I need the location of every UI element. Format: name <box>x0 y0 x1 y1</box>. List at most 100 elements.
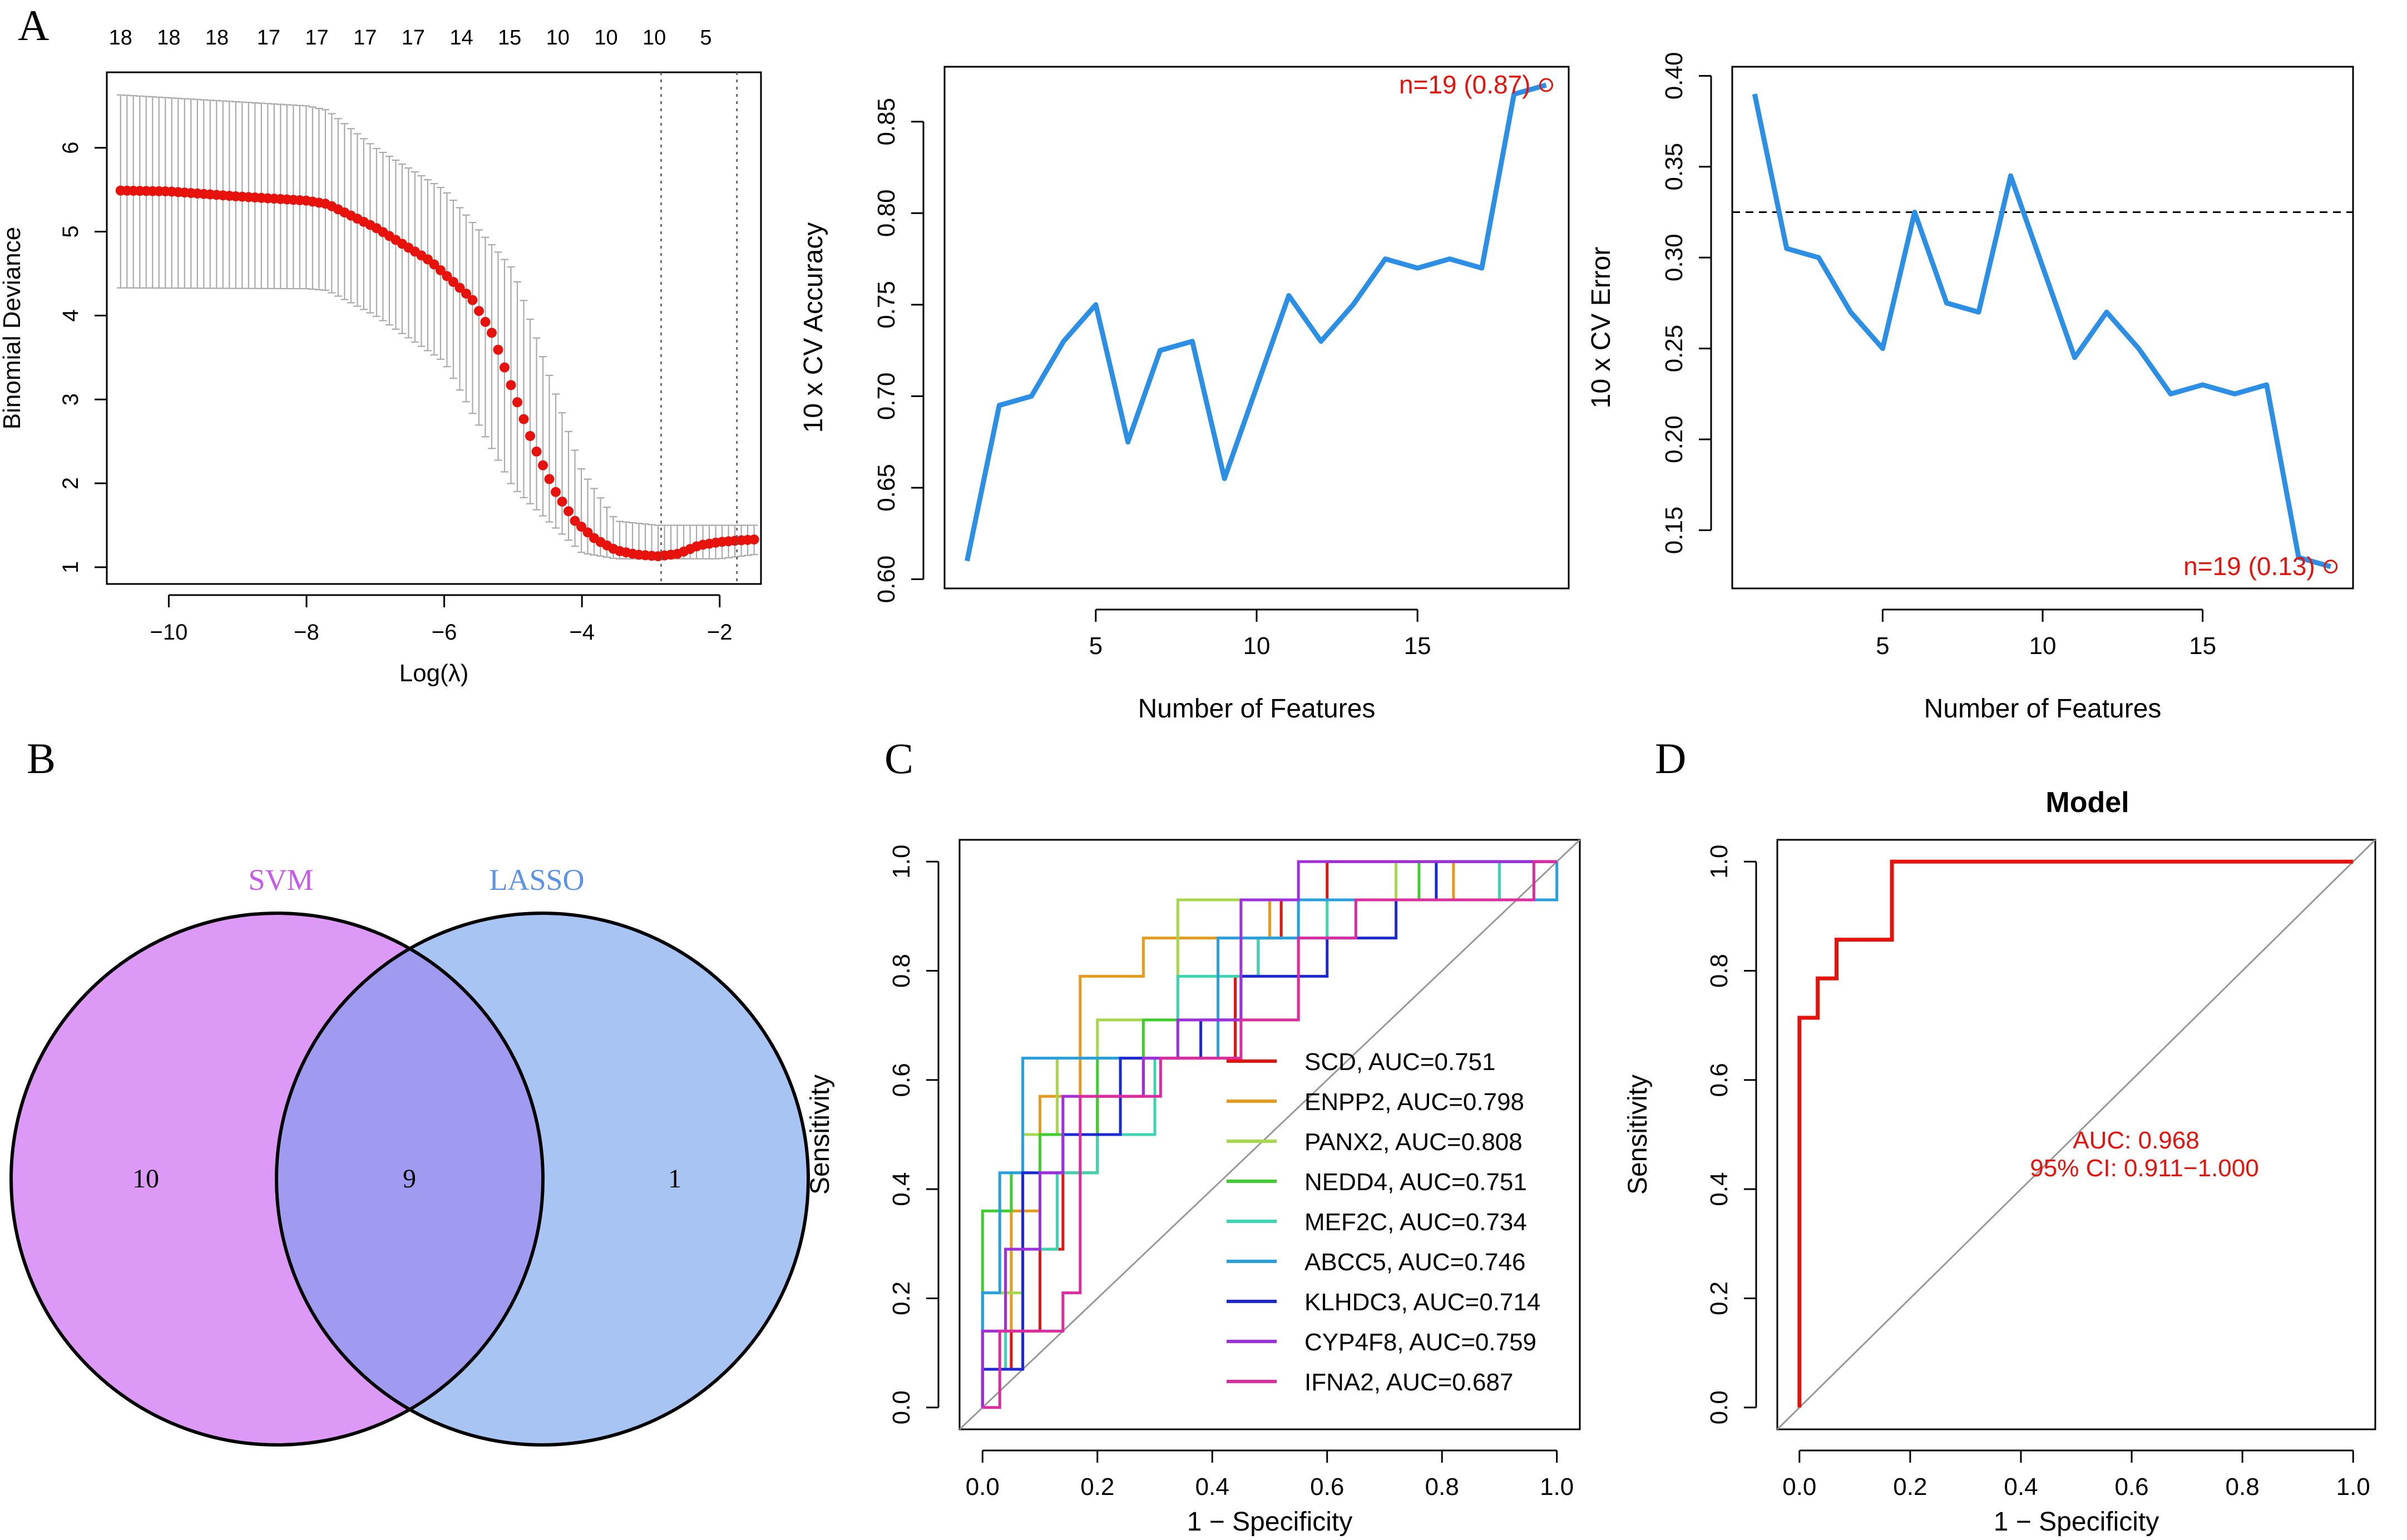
top-count-label: 17 <box>353 26 377 49</box>
best-point-marker <box>2324 559 2338 574</box>
best-point-marker <box>1539 78 1554 92</box>
legend-label: KLHDC3, AUC=0.714 <box>1304 1289 1540 1316</box>
y-tick-label: 0.70 <box>873 373 900 420</box>
deviance-point <box>442 271 452 281</box>
svm-accuracy-panel: n=19 (0.87) 5 10 15 Number of Features 0.60 0.… <box>799 66 1570 724</box>
deviance-point <box>493 344 503 355</box>
deviance-point <box>448 276 458 287</box>
y-tick-label: 0.25 <box>1660 325 1688 373</box>
x-tick-label: 0.4 <box>1195 1473 1229 1501</box>
y-tick-label: 5 <box>58 225 83 237</box>
top-count-label: 5 <box>700 26 711 49</box>
top-count-label: 17 <box>305 26 328 49</box>
y-tick-label: 1.0 <box>1706 845 1733 879</box>
y-tick-label: 0.4 <box>888 1172 915 1206</box>
deviance-point <box>461 288 471 299</box>
plot-frame <box>958 839 1581 1430</box>
panel-label-C: C <box>884 734 913 783</box>
y-tick-label: 0.0 <box>1706 1390 1733 1424</box>
y-tick-label: 0.8 <box>888 954 915 988</box>
top-count-label: 17 <box>257 26 280 49</box>
svm-only-count: 10 <box>132 1164 159 1194</box>
y-tick-label: 0.2 <box>888 1281 915 1315</box>
y-tick-label: 0.15 <box>1660 507 1688 554</box>
svm-line <box>965 82 1547 562</box>
y-axis-title: 10 x CV Accuracy <box>799 222 828 433</box>
top-count-label: 18 <box>157 26 180 49</box>
deviance-point <box>518 414 529 424</box>
panel-label-A: A <box>18 1 49 49</box>
model-ci: 95% CI: 0.911−1.000 <box>2030 1155 2258 1182</box>
y-tick-label: 4 <box>58 309 83 321</box>
legend-label: CYP4F8, AUC=0.759 <box>1304 1329 1536 1356</box>
deviance-point <box>538 460 548 471</box>
x-tick-label: −2 <box>707 620 733 645</box>
model-roc-curve <box>1797 859 2354 1408</box>
x-tick-label: 1.0 <box>2336 1473 2370 1501</box>
y-tick-label: 0.0 <box>888 1390 915 1424</box>
deviance-point <box>551 487 561 497</box>
x-tick-label: 0.8 <box>2226 1473 2260 1501</box>
y-tick-label: 6 <box>58 142 83 154</box>
best-point-annotation: n=19 (0.13) <box>2183 552 2315 581</box>
y-tick-label: 0.35 <box>1660 143 1688 191</box>
x-tick-label: 0.2 <box>1080 1473 1114 1501</box>
legend-label: IFNA2, AUC=0.687 <box>1304 1369 1513 1396</box>
x-tick-label: 0.4 <box>2004 1473 2038 1501</box>
deviance-point <box>435 265 446 275</box>
y-axis-title: Binomial Deviance <box>0 227 26 429</box>
deviance-point <box>557 496 567 507</box>
top-count-label: 10 <box>546 26 570 49</box>
panel-label-D: D <box>1655 734 1686 783</box>
deviance-point <box>564 506 574 517</box>
x-tick-label: 0.2 <box>1893 1473 1927 1501</box>
deviance-point <box>454 283 465 293</box>
x-tick-label: −8 <box>294 620 319 645</box>
deviance-point <box>499 362 510 373</box>
svm-set-label: SVM <box>248 863 313 897</box>
deviance-point <box>512 397 522 408</box>
intersection-count: 9 <box>403 1164 416 1194</box>
x-tick-label: 15 <box>2189 632 2216 660</box>
model-auc: AUC: 0.968 <box>2073 1127 2199 1154</box>
best-point-annotation: n=19 (0.87) <box>1399 70 1531 99</box>
top-count-label: 14 <box>449 26 473 49</box>
plot-frame <box>1776 839 2376 1430</box>
x-axis-title: Number of Features <box>1924 694 2162 724</box>
deviance-point <box>582 527 593 538</box>
top-count-label: 18 <box>109 26 132 49</box>
lasso-set-outline <box>275 912 810 1447</box>
svm-line <box>1752 93 2331 570</box>
x-tick-label: 0.6 <box>2114 1473 2148 1501</box>
y-tick-label: 0.8 <box>1706 954 1733 988</box>
svm-error-panel: n=19 (0.13) 5 10 15 Number of Features 0.15 0.… <box>1586 52 2354 724</box>
y-tick-label: 3 <box>58 393 83 405</box>
model-title: Model <box>2045 786 2129 819</box>
y-tick-label: 0.6 <box>1706 1063 1733 1097</box>
x-tick-label: 0.0 <box>1782 1473 1816 1501</box>
top-count-label: 18 <box>205 26 229 49</box>
y-tick-label: 0.65 <box>873 464 900 512</box>
venn-panel: SVM LASSO 10 9 1 <box>9 863 810 1447</box>
lasso-only-count: 1 <box>668 1164 681 1194</box>
deviance-point <box>429 259 439 270</box>
top-count-label: 10 <box>594 26 617 49</box>
y-tick-label: 0.4 <box>1706 1172 1733 1206</box>
x-axis-title: 1 − Specificity <box>1187 1507 1352 1537</box>
y-tick-label: 0.40 <box>1660 52 1688 100</box>
legend-label: SCD, AUC=0.751 <box>1304 1048 1496 1076</box>
x-tick-label: 0.0 <box>966 1473 1000 1501</box>
x-axis-title: Log(λ) <box>399 660 469 687</box>
deviance-point <box>467 295 478 305</box>
deviance-point <box>749 534 759 545</box>
deviance-point <box>544 474 555 484</box>
legend-label: ENPP2, AUC=0.798 <box>1304 1088 1524 1116</box>
roc-curve <box>982 860 1557 1409</box>
x-tick-label: −6 <box>432 620 457 645</box>
deviance-point <box>480 316 491 327</box>
y-tick-label: 0.20 <box>1660 415 1688 463</box>
roc-model-panel: 0.0 0.2 0.4 0.6 0.8 1.0 1 − Specificity 0.0 0.2 0… <box>1623 786 2376 1537</box>
y-tick-label: 0.6 <box>888 1063 915 1097</box>
y-tick-label: 0.30 <box>1660 234 1688 281</box>
